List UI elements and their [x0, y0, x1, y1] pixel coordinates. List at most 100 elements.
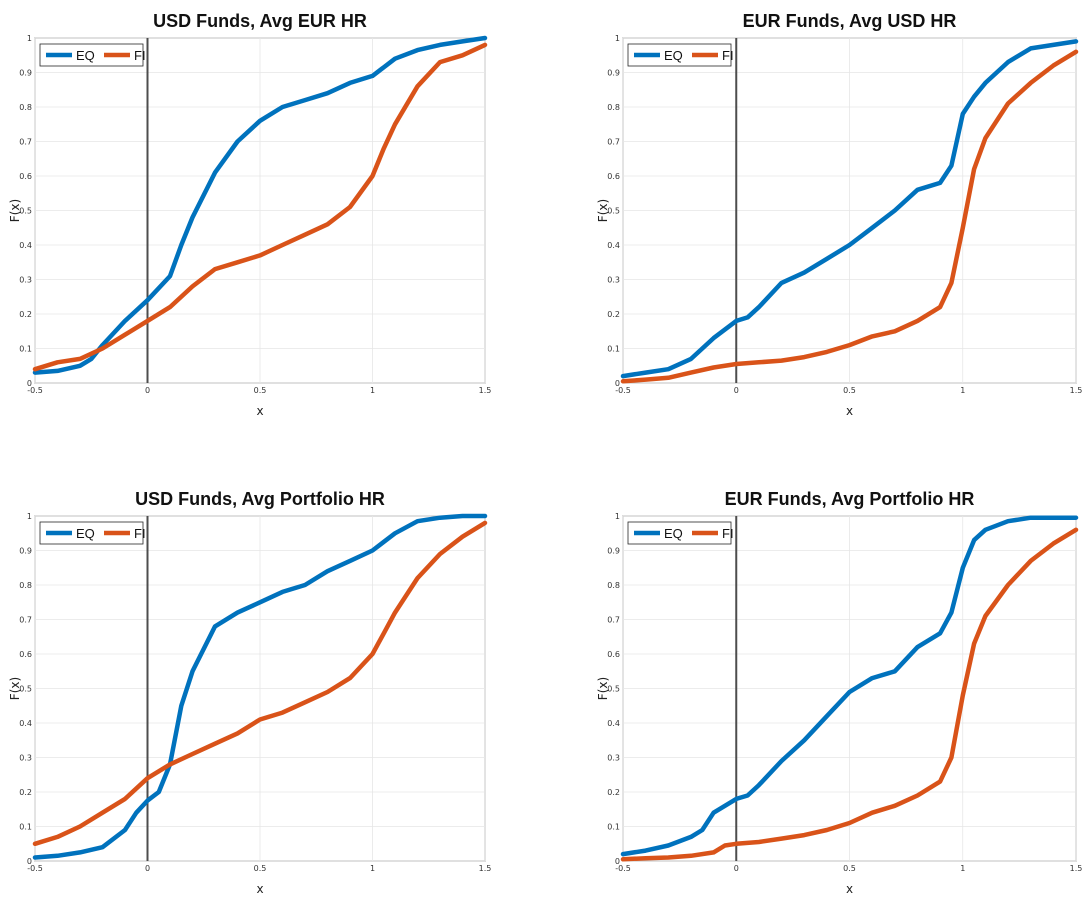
y-tick-label: 0.1 — [607, 823, 620, 832]
y-tick-label: 0.4 — [607, 241, 620, 250]
chart-panel-1: 00.10.20.30.40.50.60.70.80.91-0.5 0 0.5 1 1.… — [8, 11, 491, 418]
series-line-fi — [620, 49, 1079, 384]
legend: EQ FI — [39, 521, 146, 545]
y-tick-label: 0.3 — [19, 276, 32, 285]
x-tick-label: -0.5 — [27, 864, 43, 873]
y-tick-label: 0.2 — [19, 788, 32, 797]
x-tick-label: 0.5 — [843, 864, 856, 873]
legend-label-eq: EQ — [664, 526, 683, 541]
chart-title: EUR Funds, Avg Portfolio HR — [725, 489, 975, 509]
y-tick-label: 0.1 — [19, 345, 32, 354]
y-tick-label: 0.8 — [607, 581, 620, 590]
y-tick-label: 0 — [615, 379, 620, 388]
legend-label-eq: EQ — [664, 48, 683, 63]
y-tick-label: 1 — [615, 512, 620, 521]
y-tick-label: 0.6 — [19, 172, 32, 181]
y-tick-label: 0.3 — [607, 754, 620, 763]
series-line-eq — [620, 515, 1079, 857]
x-tick-label: 1.5 — [1070, 386, 1083, 395]
x-tick-label: 1.5 — [479, 864, 492, 873]
y-tick-label: 0.7 — [19, 138, 32, 147]
series-line-eq — [32, 513, 488, 860]
y-tick-label: 0.8 — [19, 103, 32, 112]
y-tick-label: 0.7 — [19, 616, 32, 625]
legend-box — [39, 43, 144, 67]
x-tick-label: 0.5 — [254, 386, 267, 395]
x-tick-label: 0 — [145, 386, 150, 395]
y-axis-label: F(x) — [8, 677, 22, 700]
x-tick-label: 0 — [734, 864, 739, 873]
x-axis-label: x — [256, 404, 263, 418]
y-tick-label: 0 — [27, 379, 32, 388]
y-tick-label: 0.4 — [19, 719, 32, 728]
legend: EQ FI — [627, 521, 734, 545]
x-tick-label: 0.5 — [254, 864, 267, 873]
y-tick-label: 0.3 — [607, 276, 620, 285]
series-line-fi — [32, 42, 488, 372]
y-tick-label: 1 — [27, 34, 32, 43]
chart-title: USD Funds, Avg Portfolio HR — [135, 489, 385, 509]
y-tick-label: 0.5 — [19, 685, 32, 694]
x-tick-label: -0.5 — [615, 386, 631, 395]
y-tick-label: 0.6 — [19, 650, 32, 659]
y-tick-label: 0.9 — [607, 69, 620, 78]
y-axis-label: F(x) — [596, 199, 610, 222]
y-tick-label: 0.1 — [607, 345, 620, 354]
y-tick-label: 0.9 — [19, 69, 32, 78]
y-axis-label: F(x) — [596, 677, 610, 700]
y-tick-label: 0.6 — [607, 172, 620, 181]
y-tick-label: 0 — [615, 857, 620, 866]
series-line-eq — [620, 39, 1079, 379]
x-tick-label: 1 — [960, 386, 965, 395]
legend-box — [627, 521, 732, 545]
y-tick-label: 0 — [27, 857, 32, 866]
y-tick-label: 0.2 — [607, 310, 620, 319]
x-tick-label: 0 — [145, 864, 150, 873]
y-tick-label: 0.2 — [607, 788, 620, 797]
y-tick-label: 0.5 — [607, 207, 620, 216]
y-tick-label: 0.8 — [607, 103, 620, 112]
x-tick-label: -0.5 — [27, 386, 43, 395]
chart-title: USD Funds, Avg EUR HR — [153, 11, 367, 31]
legend: EQ FI — [39, 43, 146, 67]
y-tick-label: 0.7 — [607, 616, 620, 625]
legend: EQ FI — [627, 43, 734, 67]
y-tick-label: 0.5 — [607, 685, 620, 694]
y-tick-label: 0.4 — [19, 241, 32, 250]
legend-label-fi: FI — [722, 526, 734, 541]
x-tick-label: 1 — [370, 386, 375, 395]
x-tick-label: 1.5 — [1070, 864, 1083, 873]
chart-panel-3: 00.10.20.30.40.50.60.70.80.91-0.5 0 0.5 1 1.… — [8, 489, 491, 896]
y-axis-label: F(x) — [8, 199, 22, 222]
x-tick-label: -0.5 — [615, 864, 631, 873]
legend-box — [39, 521, 144, 545]
y-tick-label: 0.3 — [19, 754, 32, 763]
chart-title: EUR Funds, Avg USD HR — [743, 11, 957, 31]
y-tick-label: 0.5 — [19, 207, 32, 216]
y-tick-label: 0.8 — [19, 581, 32, 590]
legend-label-fi: FI — [134, 526, 146, 541]
chart-panel-4: 00.10.20.30.40.50.60.70.80.91-0.5 0 0.5 1 1.… — [596, 489, 1082, 896]
legend-label-eq: EQ — [76, 48, 95, 63]
y-tick-label: 0.6 — [607, 650, 620, 659]
x-tick-label: 0.5 — [843, 386, 856, 395]
x-tick-label: 1.5 — [479, 386, 492, 395]
series-line-fi — [32, 520, 488, 847]
y-tick-label: 0.2 — [19, 310, 32, 319]
y-tick-label: 0.7 — [607, 138, 620, 147]
legend-box — [627, 43, 732, 67]
chart-panel-2: 00.10.20.30.40.50.60.70.80.91-0.5 0 0.5 1 1.… — [596, 11, 1082, 418]
y-tick-label: 0.9 — [19, 547, 32, 556]
series-line-fi — [620, 527, 1079, 862]
y-tick-label: 1 — [27, 512, 32, 521]
x-axis-label: x — [846, 404, 853, 418]
legend-label-fi: FI — [722, 48, 734, 63]
y-tick-label: 1 — [615, 34, 620, 43]
x-tick-label: 1 — [370, 864, 375, 873]
x-axis-label: x — [846, 882, 853, 896]
y-tick-label: 0.4 — [607, 719, 620, 728]
x-axis-label: x — [256, 882, 263, 896]
y-tick-label: 0.9 — [607, 547, 620, 556]
x-tick-label: 1 — [960, 864, 965, 873]
